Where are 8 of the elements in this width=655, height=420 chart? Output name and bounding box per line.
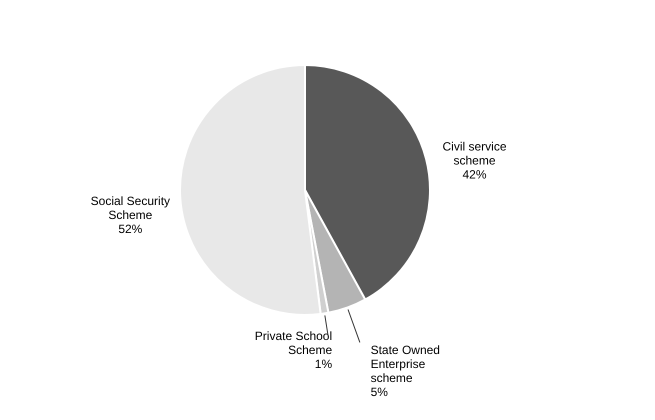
data-label: 1% xyxy=(314,357,332,372)
data-label: 52% xyxy=(118,222,143,236)
slice-label: Civil service scheme xyxy=(442,139,507,168)
slice-label: Private School Scheme xyxy=(254,329,332,358)
data-label: 42% xyxy=(462,167,487,182)
slice-label: Social Security Scheme xyxy=(90,194,170,222)
slice-label: State Owned Enterprise scheme xyxy=(370,342,440,385)
data-label: 5% xyxy=(370,384,388,399)
